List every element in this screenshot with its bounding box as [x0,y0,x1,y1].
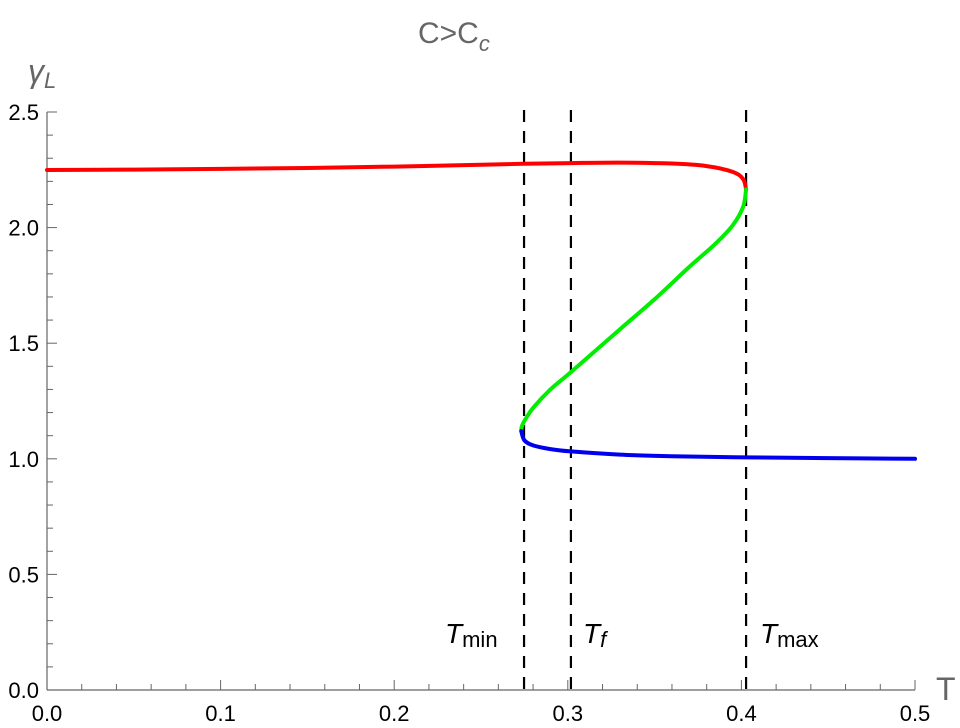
label-t-min: Tmin [445,618,498,652]
x-tick-label: 0.4 [726,701,757,726]
data-series [45,160,917,461]
label-t-f: Tf [583,618,609,652]
y-axis-label: γL [28,53,56,93]
series-upper-branch [45,160,749,192]
x-tick-label: 0.0 [32,701,63,726]
annotations: Tmin Tf Tmax [445,618,819,652]
y-tick-label: 0.5 [8,562,39,587]
x-tick-label: 0.5 [900,701,931,726]
label-t-max: Tmax [760,618,819,652]
x-tick-label: 0.3 [553,701,584,726]
y-tick-label: 2.5 [8,100,39,125]
y-tick-label: 1.5 [8,331,39,356]
series-lower-branch [519,429,917,461]
x-axis-label: T [936,671,956,707]
chart-title: C>Cc [418,17,490,56]
x-tick-label: 0.2 [379,701,410,726]
y-tick-label: 2.0 [8,216,39,241]
series-middle-branch [519,187,749,434]
axes: 0.0 0.1 0.2 0.3 0.4 0.5 0.0 0.5 1.0 1.5 2.0 2.5 [8,100,930,726]
reference-lines [522,110,748,690]
x-tick-label: 0.1 [205,701,236,726]
y-tick-label: 1.0 [8,447,39,472]
y-tick-label: 0.0 [8,678,39,703]
